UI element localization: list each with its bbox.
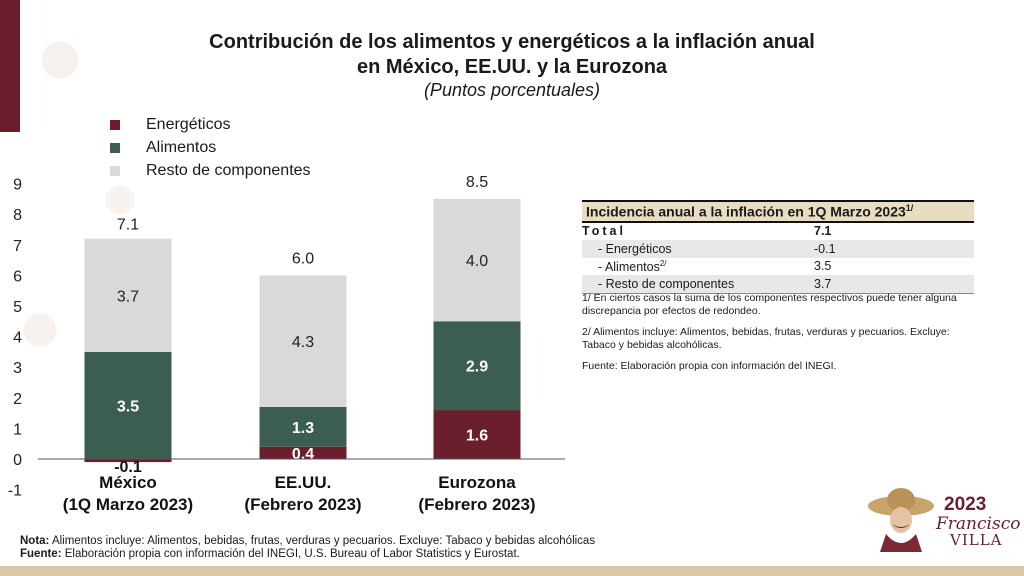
bar-alimentos — [84, 351, 172, 459]
total-label: 7.1 — [117, 217, 139, 234]
note-2: 2/ Alimentos incluye: Alimentos, bebidas… — [582, 326, 950, 351]
data-label-alimentos: 2.9 — [466, 359, 488, 376]
legend-item-alimentos: Alimentos — [110, 136, 311, 159]
bottom-decorative-strip — [0, 566, 1024, 576]
incidence-row-value: -0.1 — [814, 241, 836, 256]
footer-fuente-label: Fuente: — [20, 548, 62, 560]
legend-item-energeticos: Energéticos — [110, 113, 311, 136]
total-label: 6.0 — [292, 250, 314, 267]
bar-energeticos — [84, 459, 172, 463]
incidence-row-label: - Alimentos2/ — [582, 259, 814, 274]
x-tick-label: (Febrero 2023) — [418, 495, 535, 514]
x-tick-label: (Febrero 2023) — [244, 495, 361, 514]
note-source: Fuente: Elaboración propia con informaci… — [582, 360, 837, 372]
legend-swatch-resto — [110, 165, 120, 176]
table-notes: 1/ En ciertos casos la suma de los compo… — [582, 292, 982, 381]
incidence-row-energeticos: - Energéticos -0.1 — [582, 240, 974, 258]
bar-alimentos — [259, 406, 347, 447]
note-1: 1/ En ciertos casos la suma de los compo… — [582, 292, 957, 317]
bar-energeticos — [433, 410, 521, 459]
incidence-row-value: 3.5 — [814, 259, 832, 274]
incidence-total-label: Total — [582, 224, 626, 239]
legend-label-resto: Resto de componentes — [146, 161, 311, 179]
data-label-energeticos: 1.6 — [466, 428, 488, 445]
footer-nota: Nota: Alimentos incluye: Alimentos, bebi… — [20, 535, 595, 548]
villa-portrait-icon — [868, 488, 934, 552]
data-label-resto: 4.3 — [292, 334, 314, 351]
incidence-row-value: 3.7 — [814, 276, 832, 291]
data-label-energeticos: -0.1 — [114, 459, 142, 476]
y-tick-label: 4 — [13, 330, 22, 347]
chart-subtitle: (Puntos porcentuales) — [423, 80, 601, 100]
incidence-total-value: 7.1 — [814, 224, 832, 239]
side-accent-bar — [0, 0, 20, 132]
stacked-bar-chart: 9 8 7 6 5 4 3 2 1 0 -1 -0.1 3.5 3.7 7.1 México (1Q Marzo… — [8, 174, 565, 514]
y-tick-label: 5 — [13, 299, 22, 316]
data-label-alimentos: 3.5 — [117, 398, 139, 415]
incidence-label-text: - Energéticos — [598, 241, 672, 256]
incidence-label-sup: 2/ — [659, 258, 667, 268]
data-label-resto: 3.7 — [117, 288, 139, 305]
footer-notes: Nota: Alimentos incluye: Alimentos, bebi… — [20, 535, 595, 561]
y-tick-label: 0 — [13, 452, 22, 469]
bar-resto — [259, 275, 347, 407]
footer-fuente-text: Elaboración propia con información del I… — [61, 548, 520, 560]
chart-title-line2: en México, EE.UU. y la Eurozona — [356, 56, 668, 78]
legend-swatch-alimentos — [110, 142, 120, 153]
bar-alimentos — [433, 321, 521, 411]
y-tick-label: 9 — [13, 177, 22, 194]
footer-fuente: Fuente: Elaboración propia con informaci… — [20, 548, 595, 561]
incidence-row-alimentos: - Alimentos2/ 3.5 — [582, 258, 974, 276]
y-tick-label: 3 — [13, 360, 22, 377]
chart-legend: Energéticos Alimentos Resto de component… — [110, 113, 311, 182]
bar-energeticos — [259, 446, 347, 459]
incidence-title-text: Incidencia anual a la inflación en 1Q Ma… — [586, 203, 906, 220]
data-label-resto: 4.0 — [466, 253, 488, 270]
bar-resto — [433, 198, 521, 322]
total-label: 8.5 — [466, 174, 488, 191]
incidence-table: Incidencia anual a la inflación en 1Q Ma… — [582, 200, 974, 294]
incidence-row-label: - Energéticos — [582, 242, 814, 256]
data-label-alimentos: 1.3 — [292, 420, 314, 437]
y-tick-label: 7 — [13, 238, 22, 255]
x-tick-label: (1Q Marzo 2023) — [63, 495, 193, 514]
y-tick-label: 6 — [13, 268, 22, 285]
x-tick-label: EE.UU. — [275, 473, 332, 492]
incidence-title-sup: 1/ — [905, 203, 914, 213]
incidence-row-resto: - Resto de componentes 3.7 — [582, 275, 974, 294]
x-tick-label: Eurozona — [438, 473, 516, 492]
incidence-label-text: - Alimentos — [598, 259, 660, 274]
incidence-row-label: - Resto de componentes — [582, 277, 814, 291]
logo-year: 2023 — [944, 494, 987, 515]
legend-label-alimentos: Alimentos — [146, 138, 217, 156]
logo-name-last: VILLA — [950, 531, 1003, 549]
footer-nota-text: Alimentos incluye: Alimentos, bebidas, f… — [49, 535, 596, 547]
logo-name-first: Francisco — [936, 514, 1021, 534]
bar-resto — [84, 238, 172, 352]
incidence-label-text: - Resto de componentes — [598, 276, 735, 291]
legend-item-resto: Resto de componentes — [110, 159, 311, 182]
legend-swatch-energeticos — [110, 119, 120, 130]
y-tick-label: 8 — [13, 207, 22, 224]
footer-nota-label: Nota: — [20, 535, 50, 547]
incidence-row-total: Total 7.1 — [582, 223, 974, 241]
y-tick-label: 2 — [13, 391, 22, 408]
x-tick-label: México — [99, 473, 157, 492]
y-tick-label: 1 — [13, 421, 22, 438]
chart-title-line1: Contribución de los alimentos y energéti… — [209, 31, 815, 53]
incidence-table-title: Incidencia anual a la inflación en 1Q Ma… — [582, 200, 974, 223]
data-label-energeticos: 0.4 — [292, 446, 314, 463]
francisco-villa-logo: 2023 Francisco VILLA — [866, 480, 1020, 555]
legend-label-energeticos: Energéticos — [146, 115, 231, 133]
y-tick-label: -1 — [8, 483, 22, 500]
